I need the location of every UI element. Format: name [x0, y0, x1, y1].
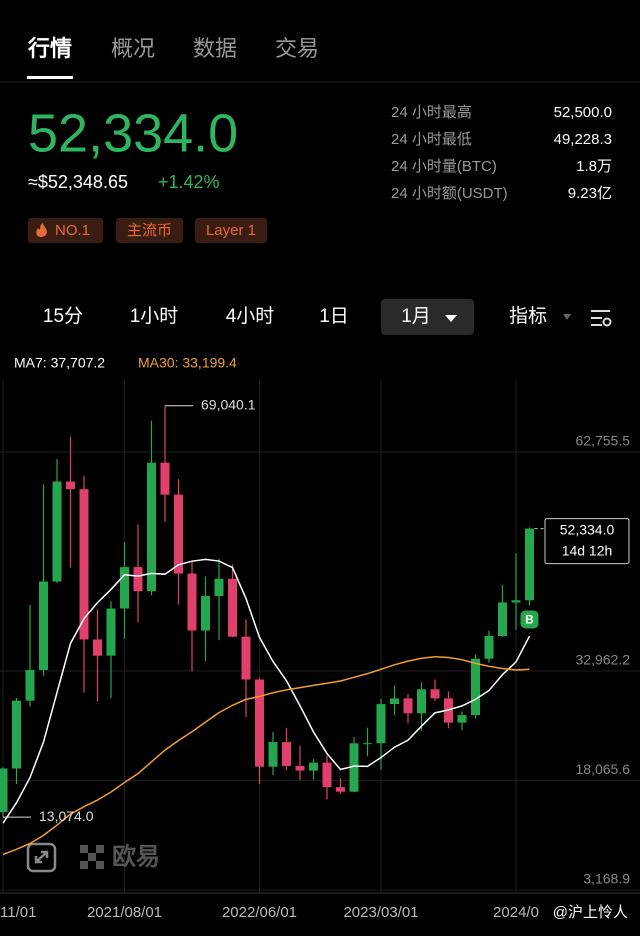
candle-body: [12, 700, 21, 769]
tag-box: [195, 218, 267, 243]
tag: NO.1: [55, 222, 90, 239]
legend-entry: MA30: 33,199.4: [138, 355, 237, 371]
countdown: 14d 12h: [562, 542, 613, 558]
stat-label: 24 小时量(BTC): [391, 158, 497, 175]
candle-body: [363, 743, 372, 745]
last-price: 52,334.0: [28, 103, 238, 163]
ma-line: [2, 558, 531, 824]
candle-body: [66, 481, 75, 490]
candle-body: [187, 573, 197, 631]
interval[interactable]: 15分: [43, 305, 83, 327]
x-tick-label: 2022/06/01: [222, 904, 297, 921]
candle-body: [52, 481, 62, 582]
trade-marker: B: [525, 613, 534, 627]
candle-body: [498, 602, 507, 637]
candle-body: [403, 698, 413, 714]
stat-value: 9.23亿: [568, 185, 612, 202]
stat-value: 52,500.0: [554, 104, 612, 121]
candle-body: [471, 658, 480, 716]
candle-body: [525, 528, 534, 601]
tag-box: [28, 218, 103, 243]
x-tick-label: 2024/0: [493, 904, 539, 921]
candle-body: [349, 743, 359, 792]
candle-body: [214, 578, 224, 597]
candle-body: [484, 636, 494, 659]
candle-body: [25, 670, 35, 701]
x-tick-label: 11/01: [0, 904, 36, 921]
tag: 主流币: [127, 222, 172, 239]
candle-body: [228, 578, 237, 637]
stat-label: 24 小时最低: [391, 131, 472, 148]
screenshot-icon: [26, 842, 57, 873]
candle-body: [133, 567, 143, 592]
interval[interactable]: 1小时: [130, 305, 179, 327]
tab-underline: [27, 76, 73, 79]
candle-body: [241, 636, 251, 680]
candle-body: [268, 742, 278, 767]
candle-body: [417, 689, 426, 714]
candle-body: [457, 715, 467, 723]
tab[interactable]: 交易: [275, 36, 319, 61]
candle-body: [511, 600, 521, 603]
stat-label: 24 小时最高: [391, 104, 472, 121]
indicator-caret: [563, 314, 571, 320]
tab[interactable]: 数据: [193, 36, 237, 61]
stat-value: 49,228.3: [554, 131, 612, 148]
candle-body: [255, 679, 264, 767]
tag-box: [116, 218, 183, 243]
brand-watermark: 欧易: [112, 842, 160, 870]
candle-body: [295, 765, 305, 771]
indicator-button[interactable]: 指标: [509, 305, 547, 327]
candle-body: [147, 462, 156, 592]
interval-selected-bg: [381, 299, 474, 335]
ma-line: [2, 655, 530, 856]
author-watermark: @沪上怜人: [553, 904, 628, 921]
last-price-box: [544, 518, 630, 565]
y-tick-label: 32,962.2: [576, 652, 631, 668]
candle-body: [309, 762, 318, 771]
candle-body: [282, 742, 291, 766]
stat-value: 1.8万: [576, 158, 612, 175]
annotation: 69,040.1: [201, 397, 256, 413]
candle-body: [430, 689, 440, 699]
annotation: 13,074.0: [39, 808, 94, 824]
candle-body: [201, 596, 210, 631]
interval[interactable]: 4小时: [226, 305, 275, 327]
y-tick-label: 62,755.5: [576, 433, 631, 449]
brand-logo: [80, 845, 104, 869]
last-price-label: 52,334.0: [560, 521, 615, 537]
interval[interactable]: 1月: [401, 306, 431, 327]
flame-icon: [36, 223, 47, 237]
y-tick-label: 18,065.6: [576, 761, 631, 777]
settings-icon[interactable]: [591, 310, 612, 327]
candle-body: [106, 608, 116, 656]
y-tick-label: 3,168.9: [583, 871, 630, 887]
candle-body: [390, 698, 399, 705]
candle-body: [376, 704, 386, 744]
x-tick-label: 2021/08/01: [87, 904, 162, 921]
candle-body: [39, 581, 48, 671]
candle-body: [93, 639, 102, 656]
legend-entry: MA7: 37,707.2: [14, 355, 105, 371]
interval[interactable]: 1日: [319, 306, 349, 327]
candle-body: [120, 567, 129, 609]
candle-body: [174, 494, 183, 574]
candle-body: [0, 768, 8, 812]
x-tick-label: 2023/03/01: [343, 904, 418, 921]
candle-body: [160, 462, 170, 495]
trade-marker-box: [520, 610, 539, 629]
usd-price: ≈$52,348.65: [28, 172, 128, 192]
candle-body: [79, 489, 89, 640]
price-change: +1.42%: [158, 172, 220, 192]
tag: Layer 1: [206, 222, 256, 239]
tab[interactable]: 概况: [111, 36, 155, 61]
candle-body: [322, 762, 332, 788]
stat-label: 24 小时额(USDT): [391, 185, 508, 202]
interval-caret: [445, 315, 457, 322]
tab[interactable]: 行情: [27, 36, 72, 61]
candle-body: [336, 787, 345, 792]
